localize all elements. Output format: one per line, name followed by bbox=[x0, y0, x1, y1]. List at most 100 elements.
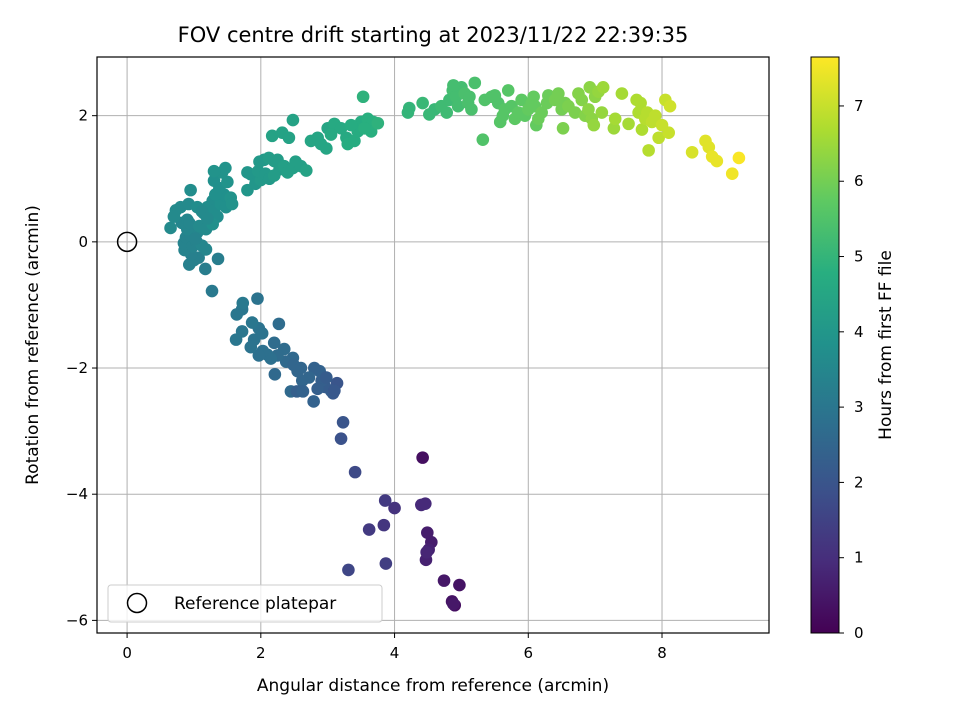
colorbar-tick-label: 7 bbox=[854, 97, 864, 115]
data-point bbox=[468, 76, 482, 90]
legend-box bbox=[107, 584, 383, 623]
data-point bbox=[209, 188, 222, 201]
colorbar-label: Hours from first FF file bbox=[876, 250, 896, 440]
data-point bbox=[732, 151, 746, 165]
data-point bbox=[334, 121, 348, 135]
data-point bbox=[607, 121, 621, 135]
data-point bbox=[608, 112, 622, 126]
data-point bbox=[515, 93, 528, 107]
data-point bbox=[378, 494, 392, 507]
data-point bbox=[421, 526, 434, 539]
data-point bbox=[307, 395, 320, 408]
data-point bbox=[447, 79, 460, 92]
data-point bbox=[402, 101, 416, 115]
data-point bbox=[622, 117, 635, 131]
y-tick-label: 2 bbox=[78, 107, 88, 125]
data-point bbox=[244, 340, 258, 354]
data-point bbox=[311, 382, 324, 396]
data-point bbox=[207, 174, 221, 187]
data-point bbox=[416, 96, 429, 110]
data-point bbox=[211, 252, 225, 266]
data-point bbox=[453, 578, 466, 592]
colorbar-tick-label: 3 bbox=[854, 398, 864, 416]
x-tick-label: 8 bbox=[657, 644, 667, 662]
data-point bbox=[265, 129, 279, 143]
data-point bbox=[371, 116, 385, 130]
data-point bbox=[615, 87, 629, 100]
data-point bbox=[164, 221, 177, 235]
legend-marker bbox=[126, 592, 148, 614]
data-point bbox=[348, 134, 361, 148]
data-point bbox=[379, 557, 393, 570]
data-point bbox=[662, 126, 676, 140]
data-point bbox=[725, 167, 739, 181]
data-point bbox=[416, 451, 429, 464]
data-point bbox=[225, 197, 239, 211]
colorbar-tick-label: 5 bbox=[854, 248, 864, 266]
colorbar-tick-label: 1 bbox=[854, 549, 864, 567]
data-point bbox=[702, 140, 716, 154]
data-point bbox=[575, 93, 589, 107]
data-point bbox=[501, 84, 515, 97]
data-point bbox=[663, 99, 677, 113]
data-point bbox=[451, 99, 465, 113]
data-point bbox=[465, 103, 478, 116]
colorbar-tick-label: 0 bbox=[854, 624, 864, 642]
y-tick-label: −6 bbox=[66, 611, 88, 629]
data-point bbox=[342, 563, 355, 577]
data-point bbox=[362, 523, 376, 536]
data-point bbox=[420, 545, 433, 559]
data-point bbox=[236, 296, 250, 310]
data-point bbox=[348, 465, 362, 479]
data-point bbox=[388, 501, 401, 515]
data-point bbox=[642, 144, 655, 157]
data-point bbox=[358, 121, 371, 135]
chart-title: FOV centre drift starting at 2023/11/22 … bbox=[178, 23, 689, 47]
legend-entry-reference: Reference platepar bbox=[174, 594, 336, 614]
data-point bbox=[596, 80, 610, 94]
data-point bbox=[199, 262, 212, 276]
data-point bbox=[184, 183, 197, 197]
data-point bbox=[167, 210, 181, 223]
data-point bbox=[286, 113, 300, 127]
data-point bbox=[447, 597, 460, 611]
data-point bbox=[556, 121, 570, 135]
data-point bbox=[437, 574, 451, 587]
y-axis-label: Rotation from reference (arcmin) bbox=[23, 205, 43, 485]
x-tick-label: 0 bbox=[122, 644, 132, 662]
data-point bbox=[320, 142, 333, 155]
data-point bbox=[463, 90, 476, 104]
data-point bbox=[582, 103, 595, 116]
data-point bbox=[199, 243, 213, 256]
colorbar-ticks: 0 1 2 3 4 5 6 7 bbox=[839, 97, 864, 642]
data-point bbox=[328, 384, 341, 398]
data-point bbox=[710, 154, 724, 168]
data-point bbox=[324, 128, 338, 141]
colorbar-frame bbox=[810, 56, 840, 634]
data-point bbox=[344, 118, 358, 132]
data-point bbox=[219, 161, 232, 175]
data-point bbox=[649, 109, 662, 122]
data-point bbox=[251, 292, 264, 305]
data-point bbox=[294, 361, 308, 375]
plot-frame bbox=[96, 56, 770, 634]
data-point bbox=[268, 368, 282, 381]
y-tick-label: 0 bbox=[78, 233, 88, 251]
data-point bbox=[488, 89, 502, 102]
data-point bbox=[308, 361, 321, 375]
data-point bbox=[272, 317, 286, 331]
data-point bbox=[205, 284, 219, 298]
x-tick-label: 2 bbox=[256, 644, 266, 662]
data-point bbox=[207, 164, 221, 178]
data-point bbox=[299, 164, 313, 177]
x-axis-label: Angular distance from reference (arcmin) bbox=[257, 676, 609, 696]
data-point bbox=[267, 336, 281, 350]
data-point bbox=[535, 106, 548, 119]
data-point bbox=[295, 374, 309, 387]
legend: Reference platepar bbox=[107, 584, 383, 623]
data-point bbox=[440, 106, 454, 119]
data-point bbox=[552, 87, 565, 100]
data-point bbox=[229, 333, 243, 346]
